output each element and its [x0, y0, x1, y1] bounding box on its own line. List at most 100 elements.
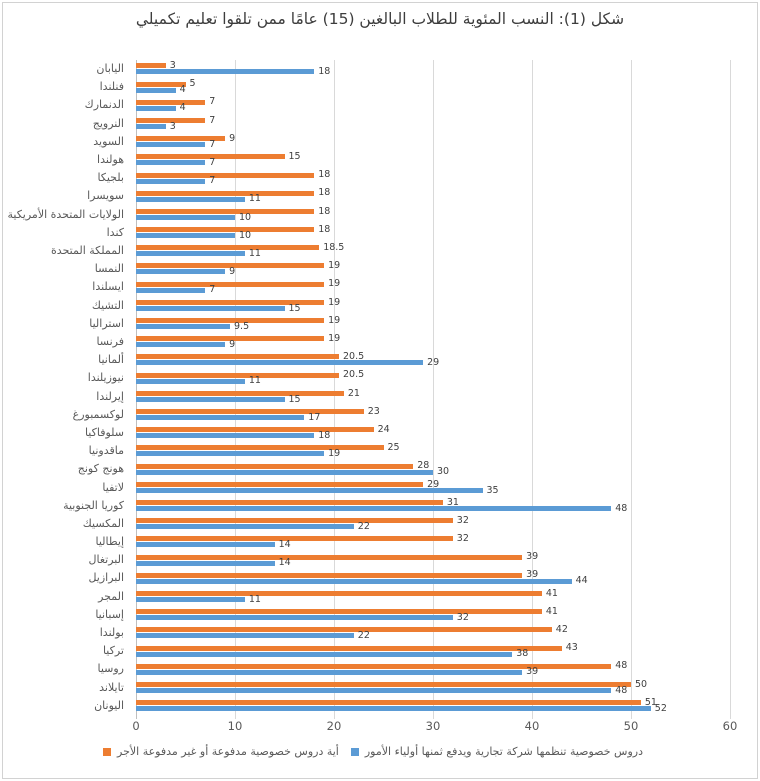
bar-commercial-lessons — [136, 378, 245, 384]
value-label-blue: 4 — [179, 84, 186, 96]
bar-any-lessons — [136, 663, 612, 669]
category-label: اليونان — [94, 698, 124, 712]
value-label-orange: 25 — [387, 442, 400, 454]
value-label-orange: 19 — [328, 296, 341, 308]
category-label: هونج كونج — [77, 462, 124, 476]
bar-any-lessons — [136, 481, 424, 487]
value-label-orange: 18 — [318, 187, 331, 199]
value-label-blue: 7 — [209, 157, 216, 168]
value-label-orange: 19 — [328, 332, 341, 344]
bar-any-lessons — [136, 500, 443, 505]
value-label-blue: 18 — [318, 429, 331, 441]
bar-any-lessons — [136, 299, 325, 305]
category-label: بلجيكا — [97, 171, 124, 185]
value-label-orange: 19 — [328, 260, 341, 272]
value-label-blue: 9 — [229, 338, 236, 350]
category-label: فرنسا — [96, 334, 124, 348]
x-tick-label: 30 — [425, 719, 441, 733]
value-label-blue: 11 — [248, 593, 261, 605]
bar-commercial-lessons — [136, 615, 453, 621]
value-label-blue: 32 — [456, 611, 469, 623]
bar-any-lessons — [136, 445, 384, 451]
category-label: ماقدونيا — [88, 444, 124, 458]
value-label-blue: 15 — [288, 393, 301, 405]
x-tick-label: 50 — [623, 719, 639, 733]
value-label-orange: 7 — [209, 96, 216, 108]
value-label-blue: 18 — [318, 66, 331, 77]
value-label-orange: 51 — [644, 696, 657, 708]
value-label-orange: 42 — [555, 624, 568, 635]
bar-commercial-lessons — [136, 506, 612, 511]
value-label-orange: 15 — [288, 151, 301, 162]
bar-any-lessons — [136, 681, 631, 687]
bar-commercial-lessons — [136, 287, 206, 293]
value-label-orange: 43 — [565, 642, 578, 654]
category-label: سويسرا — [87, 189, 124, 203]
value-label-orange: 23 — [367, 405, 380, 417]
category-label: سلوفاكيا — [84, 425, 124, 439]
bar-any-lessons — [136, 263, 325, 269]
category-label: المملكة المتحدة — [51, 243, 124, 257]
bar-commercial-lessons — [136, 87, 176, 93]
bar-any-lessons — [136, 409, 364, 414]
value-label-orange: 18 — [318, 169, 331, 181]
value-label-orange: 20.5 — [343, 369, 365, 381]
category-label: تركيا — [102, 644, 124, 658]
legend-item-any-lessons: أية دروس خصوصية مدفوعة أو غير مدفوعة الأ… — [103, 745, 339, 758]
bar-commercial-lessons — [136, 123, 166, 129]
bar-any-lessons — [136, 427, 374, 433]
value-label-orange: 31 — [446, 496, 459, 508]
value-label-orange: 5 — [189, 78, 196, 90]
bar-commercial-lessons — [136, 214, 235, 220]
value-label-blue: 52 — [654, 702, 667, 714]
value-label-blue: 9 — [229, 266, 236, 278]
category-label: إيرلندا — [96, 389, 124, 403]
value-label-blue: 4 — [179, 102, 186, 114]
bar-commercial-lessons — [136, 69, 315, 75]
category-label: إيطاليا — [95, 535, 124, 549]
bar-commercial-lessons — [136, 415, 305, 420]
category-label: فنلندا — [99, 80, 124, 94]
gridline — [433, 60, 434, 719]
value-label-blue: 14 — [278, 539, 291, 551]
category-label: كندا — [106, 225, 124, 239]
gridline — [136, 60, 137, 719]
value-label-orange: 41 — [545, 587, 558, 599]
value-label-orange: 21 — [347, 387, 360, 399]
value-label-blue: 29 — [427, 357, 440, 369]
value-label-blue: 14 — [278, 557, 291, 569]
bar-commercial-lessons — [136, 396, 285, 402]
bar-any-lessons — [136, 700, 641, 706]
category-label: كوريا الجنوبية — [63, 498, 124, 512]
value-label-blue: 17 — [308, 411, 321, 423]
value-label-blue: 10 — [239, 211, 252, 223]
bar-commercial-lessons — [136, 469, 433, 475]
bar-commercial-lessons — [136, 324, 230, 329]
value-label-blue: 48 — [615, 684, 628, 696]
category-label: البرازيل — [88, 571, 124, 585]
bar-commercial-lessons — [136, 524, 354, 530]
bar-any-lessons — [136, 372, 339, 378]
value-label-orange: 19 — [328, 278, 341, 290]
value-label-orange: 7 — [209, 114, 216, 126]
bar-any-lessons — [136, 99, 206, 105]
value-label-orange: 28 — [417, 460, 430, 472]
bar-any-lessons — [136, 81, 186, 87]
category-label: نيوزيلندا — [87, 371, 124, 385]
bar-commercial-lessons — [136, 706, 651, 712]
category-label: اليابان — [96, 62, 124, 75]
category-label: بولندا — [99, 626, 124, 639]
value-label-orange: 18 — [318, 205, 331, 217]
bar-any-lessons — [136, 136, 226, 142]
category-label: لاتفيا — [102, 480, 124, 494]
bar-commercial-lessons — [136, 578, 572, 584]
bar-commercial-lessons — [136, 305, 285, 311]
bar-commercial-lessons — [136, 487, 483, 493]
x-axis: 0 10 20 30 40 50 60 — [132, 719, 737, 735]
bar-any-lessons — [136, 245, 320, 251]
category-label: ايسلندا — [92, 280, 124, 294]
value-label-orange: 29 — [427, 478, 440, 490]
category-label: لوكسمبورغ — [72, 407, 124, 421]
category-label: النرويج — [92, 116, 124, 130]
bar-any-lessons — [136, 190, 315, 196]
